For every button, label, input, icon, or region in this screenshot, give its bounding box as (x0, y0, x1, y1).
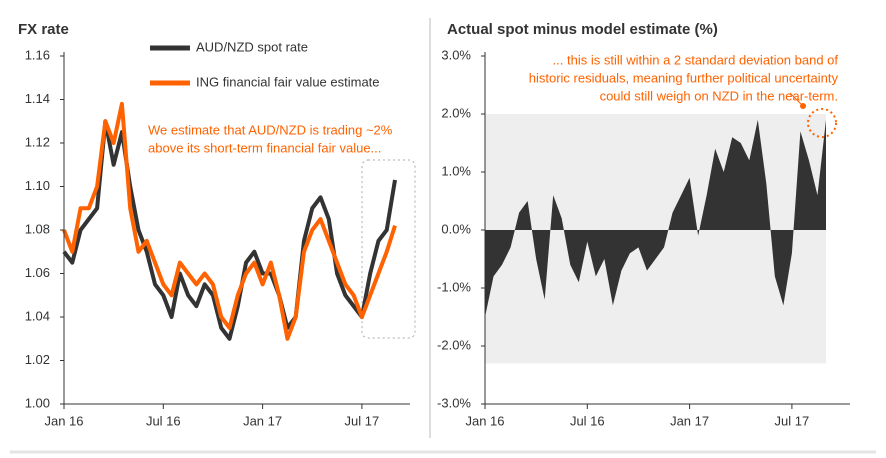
y-tick-label: 1.14 (25, 91, 50, 106)
x-tick-label: Jul 16 (146, 413, 181, 428)
highlight-box (361, 159, 416, 339)
y-tick-label: 3.0% (441, 47, 471, 62)
annotation: could still weigh on NZD in the near-ter… (600, 88, 838, 103)
x-tick-label: Jan 16 (44, 413, 83, 428)
x-tick-label: Jul 17 (345, 413, 380, 428)
y-tick-label: 1.02 (25, 352, 50, 367)
pointer-dot (800, 103, 806, 109)
series-line (62, 119, 397, 341)
pointer (789, 92, 804, 107)
y-tick-label: 1.12 (25, 134, 50, 149)
series-line (62, 101, 397, 341)
y-tick-label: 1.10 (25, 178, 50, 193)
x-tick-label: Jul 16 (570, 413, 605, 428)
y-tick-label: -3.0% (437, 395, 471, 410)
y-tick-label: -2.0% (437, 337, 471, 352)
area (485, 119, 826, 317)
chart-title: Actual spot minus model estimate (%) (447, 21, 718, 38)
y-tick-label: 2.0% (441, 105, 471, 120)
annotation: historic residuals, meaning further poli… (529, 70, 839, 85)
annotation: ... this is still within a 2 standard de… (553, 52, 839, 67)
x-tick-label: Jul 17 (775, 413, 810, 428)
legend-label: AUD/NZD spot rate (196, 39, 308, 54)
y-tick-label: 1.08 (25, 221, 50, 236)
y-tick-label: 0.0% (441, 221, 471, 236)
highlight-circle (807, 108, 837, 138)
x-tick-label: Jan 17 (670, 413, 709, 428)
y-tick-label: 1.00 (25, 395, 50, 410)
annotation: We estimate that AUD/NZD is trading ~2% (148, 122, 393, 137)
y-tick-label: 1.0% (441, 163, 471, 178)
y-tick-label: 1.06 (25, 265, 50, 280)
y-tick-label: -1.0% (437, 279, 471, 294)
y-tick-label: 1.16 (25, 47, 50, 62)
annotation: above its short-term financial fair valu… (148, 140, 381, 155)
legend-label: ING financial fair value estimate (196, 74, 380, 89)
chart-title: FX rate (18, 21, 69, 38)
y-tick-label: 1.04 (25, 308, 50, 323)
x-tick-label: Jan 17 (243, 413, 282, 428)
x-tick-label: Jan 16 (465, 413, 504, 428)
